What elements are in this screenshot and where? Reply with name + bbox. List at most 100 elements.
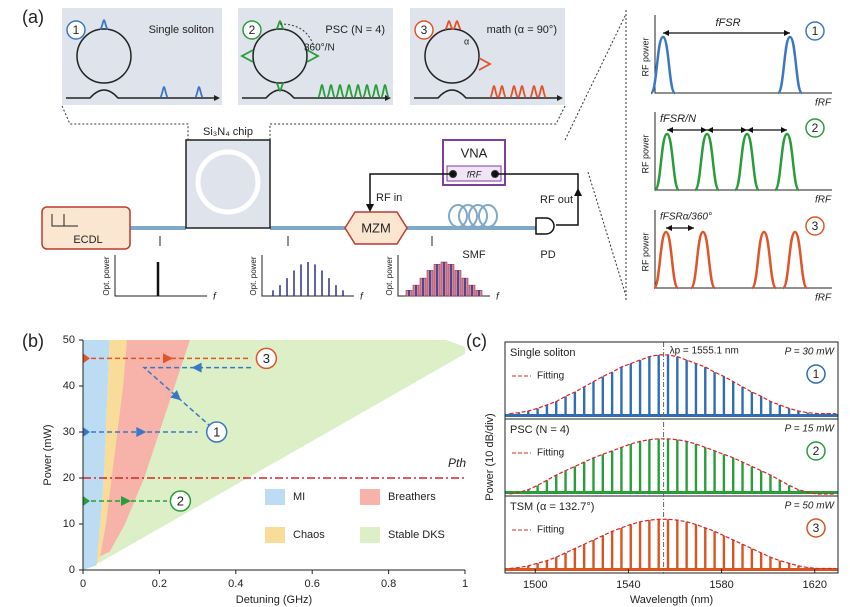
x-tick-label: 0 xyxy=(80,578,86,590)
pulse xyxy=(362,84,372,98)
arrowhead xyxy=(385,95,391,101)
rf-annotation: fFSRα/360° xyxy=(660,212,712,223)
rf-ylabel: RF power xyxy=(640,134,650,173)
power-label: P = 30 mW xyxy=(785,347,836,358)
ring xyxy=(252,28,308,84)
noise-floor xyxy=(505,414,838,417)
pulse xyxy=(344,84,354,98)
power-label: P = 50 mW xyxy=(785,501,836,512)
state-number: 3 xyxy=(812,219,819,233)
arrowhead xyxy=(666,225,672,231)
state-number: 3 xyxy=(263,351,270,366)
fit-curve xyxy=(509,518,836,570)
state-number: 2 xyxy=(813,444,820,458)
arrowhead xyxy=(366,204,374,212)
component-label: RF in xyxy=(376,192,402,204)
ring xyxy=(195,149,261,215)
component-label: Si₃N₄ chip xyxy=(203,126,253,138)
rf-peak xyxy=(652,230,680,290)
arrowhead xyxy=(136,427,147,437)
state-circle xyxy=(805,21,825,41)
pulse xyxy=(529,85,539,98)
pulse xyxy=(497,85,507,98)
trajectory xyxy=(142,366,252,426)
pulse xyxy=(380,84,390,98)
spectrum-axis xyxy=(261,255,354,297)
rf-axis xyxy=(654,15,832,94)
fit-curve xyxy=(509,438,836,495)
series-name: PSC (N = 4) xyxy=(510,424,570,436)
fit-curve xyxy=(509,354,836,415)
plot-frame xyxy=(504,341,839,574)
inset-note: α xyxy=(464,36,469,46)
x-tick-label: 0.6 xyxy=(305,578,320,590)
pulse xyxy=(371,84,381,98)
spectrum-ylabel: Opt. power xyxy=(249,256,258,295)
arrowhead xyxy=(163,353,174,364)
fiber-coil xyxy=(458,204,478,228)
legend-label: Breathers xyxy=(388,491,436,503)
rf-cable xyxy=(495,173,579,226)
panel-label: (b) xyxy=(22,331,44,351)
threshold-label: Pth xyxy=(448,456,466,470)
pulse xyxy=(452,20,462,30)
center-label: λp = 1555.1 nm xyxy=(670,346,739,357)
component-label: ECDL xyxy=(73,234,102,246)
state-circle xyxy=(806,441,826,461)
y-tick-label: 30 xyxy=(63,426,75,438)
start-marker xyxy=(83,496,90,506)
arrowhead xyxy=(663,30,669,36)
arrowhead xyxy=(574,188,582,196)
noise-floor xyxy=(505,568,838,571)
rf-xlabel: fRF xyxy=(815,98,832,109)
legend-swatch xyxy=(265,527,285,543)
arrowhead xyxy=(214,95,220,101)
rf-annotation: fFSR/N xyxy=(660,113,696,125)
start-marker xyxy=(83,353,90,364)
component-label: VNA xyxy=(461,145,488,160)
rf-peak xyxy=(750,230,778,290)
laser-icon xyxy=(51,214,78,227)
bus-waveguide xyxy=(66,89,216,99)
arrowhead xyxy=(121,496,132,506)
rf-cable xyxy=(369,173,453,208)
x-tick-label: 1 xyxy=(462,578,468,590)
state-number: 1 xyxy=(812,24,819,38)
fiber-coil xyxy=(478,204,498,228)
y-tick-label: 0 xyxy=(69,564,75,576)
state-circle xyxy=(205,421,228,443)
arrowhead xyxy=(688,225,694,231)
legend-swatch xyxy=(360,527,380,543)
state-number: 3 xyxy=(813,521,820,535)
state-circle xyxy=(169,490,192,512)
state-number: 1 xyxy=(213,424,220,439)
pulse xyxy=(275,82,285,92)
pulse xyxy=(537,85,547,98)
rf-peak xyxy=(773,132,801,192)
pulse xyxy=(99,19,109,30)
component-label: SMF xyxy=(462,249,486,261)
fiber-coil xyxy=(448,204,468,228)
legend-label: Fitting xyxy=(537,525,564,536)
rf-xlabel: fRF xyxy=(815,293,832,304)
x-axis-label: Detuning (GHz) xyxy=(236,594,312,606)
state-number: 2 xyxy=(249,23,256,37)
x-axis-label: Wavelength (nm) xyxy=(630,594,713,606)
pulse xyxy=(159,86,169,98)
y-tick-label: 40 xyxy=(63,380,75,392)
arrowhead xyxy=(741,127,747,133)
legend-label: Stable DKS xyxy=(388,529,445,541)
inset xyxy=(410,8,565,105)
arrowhead xyxy=(781,127,787,133)
pulse xyxy=(509,85,519,98)
arrowhead xyxy=(667,127,673,133)
legend-label: Chaos xyxy=(293,529,325,541)
pulse xyxy=(353,84,363,98)
state-number: 1 xyxy=(813,367,820,381)
state-number: 3 xyxy=(421,23,428,37)
legend-swatch xyxy=(265,489,285,505)
spectrum-axis xyxy=(114,255,207,297)
pulse xyxy=(240,49,254,63)
pulse xyxy=(306,49,320,63)
